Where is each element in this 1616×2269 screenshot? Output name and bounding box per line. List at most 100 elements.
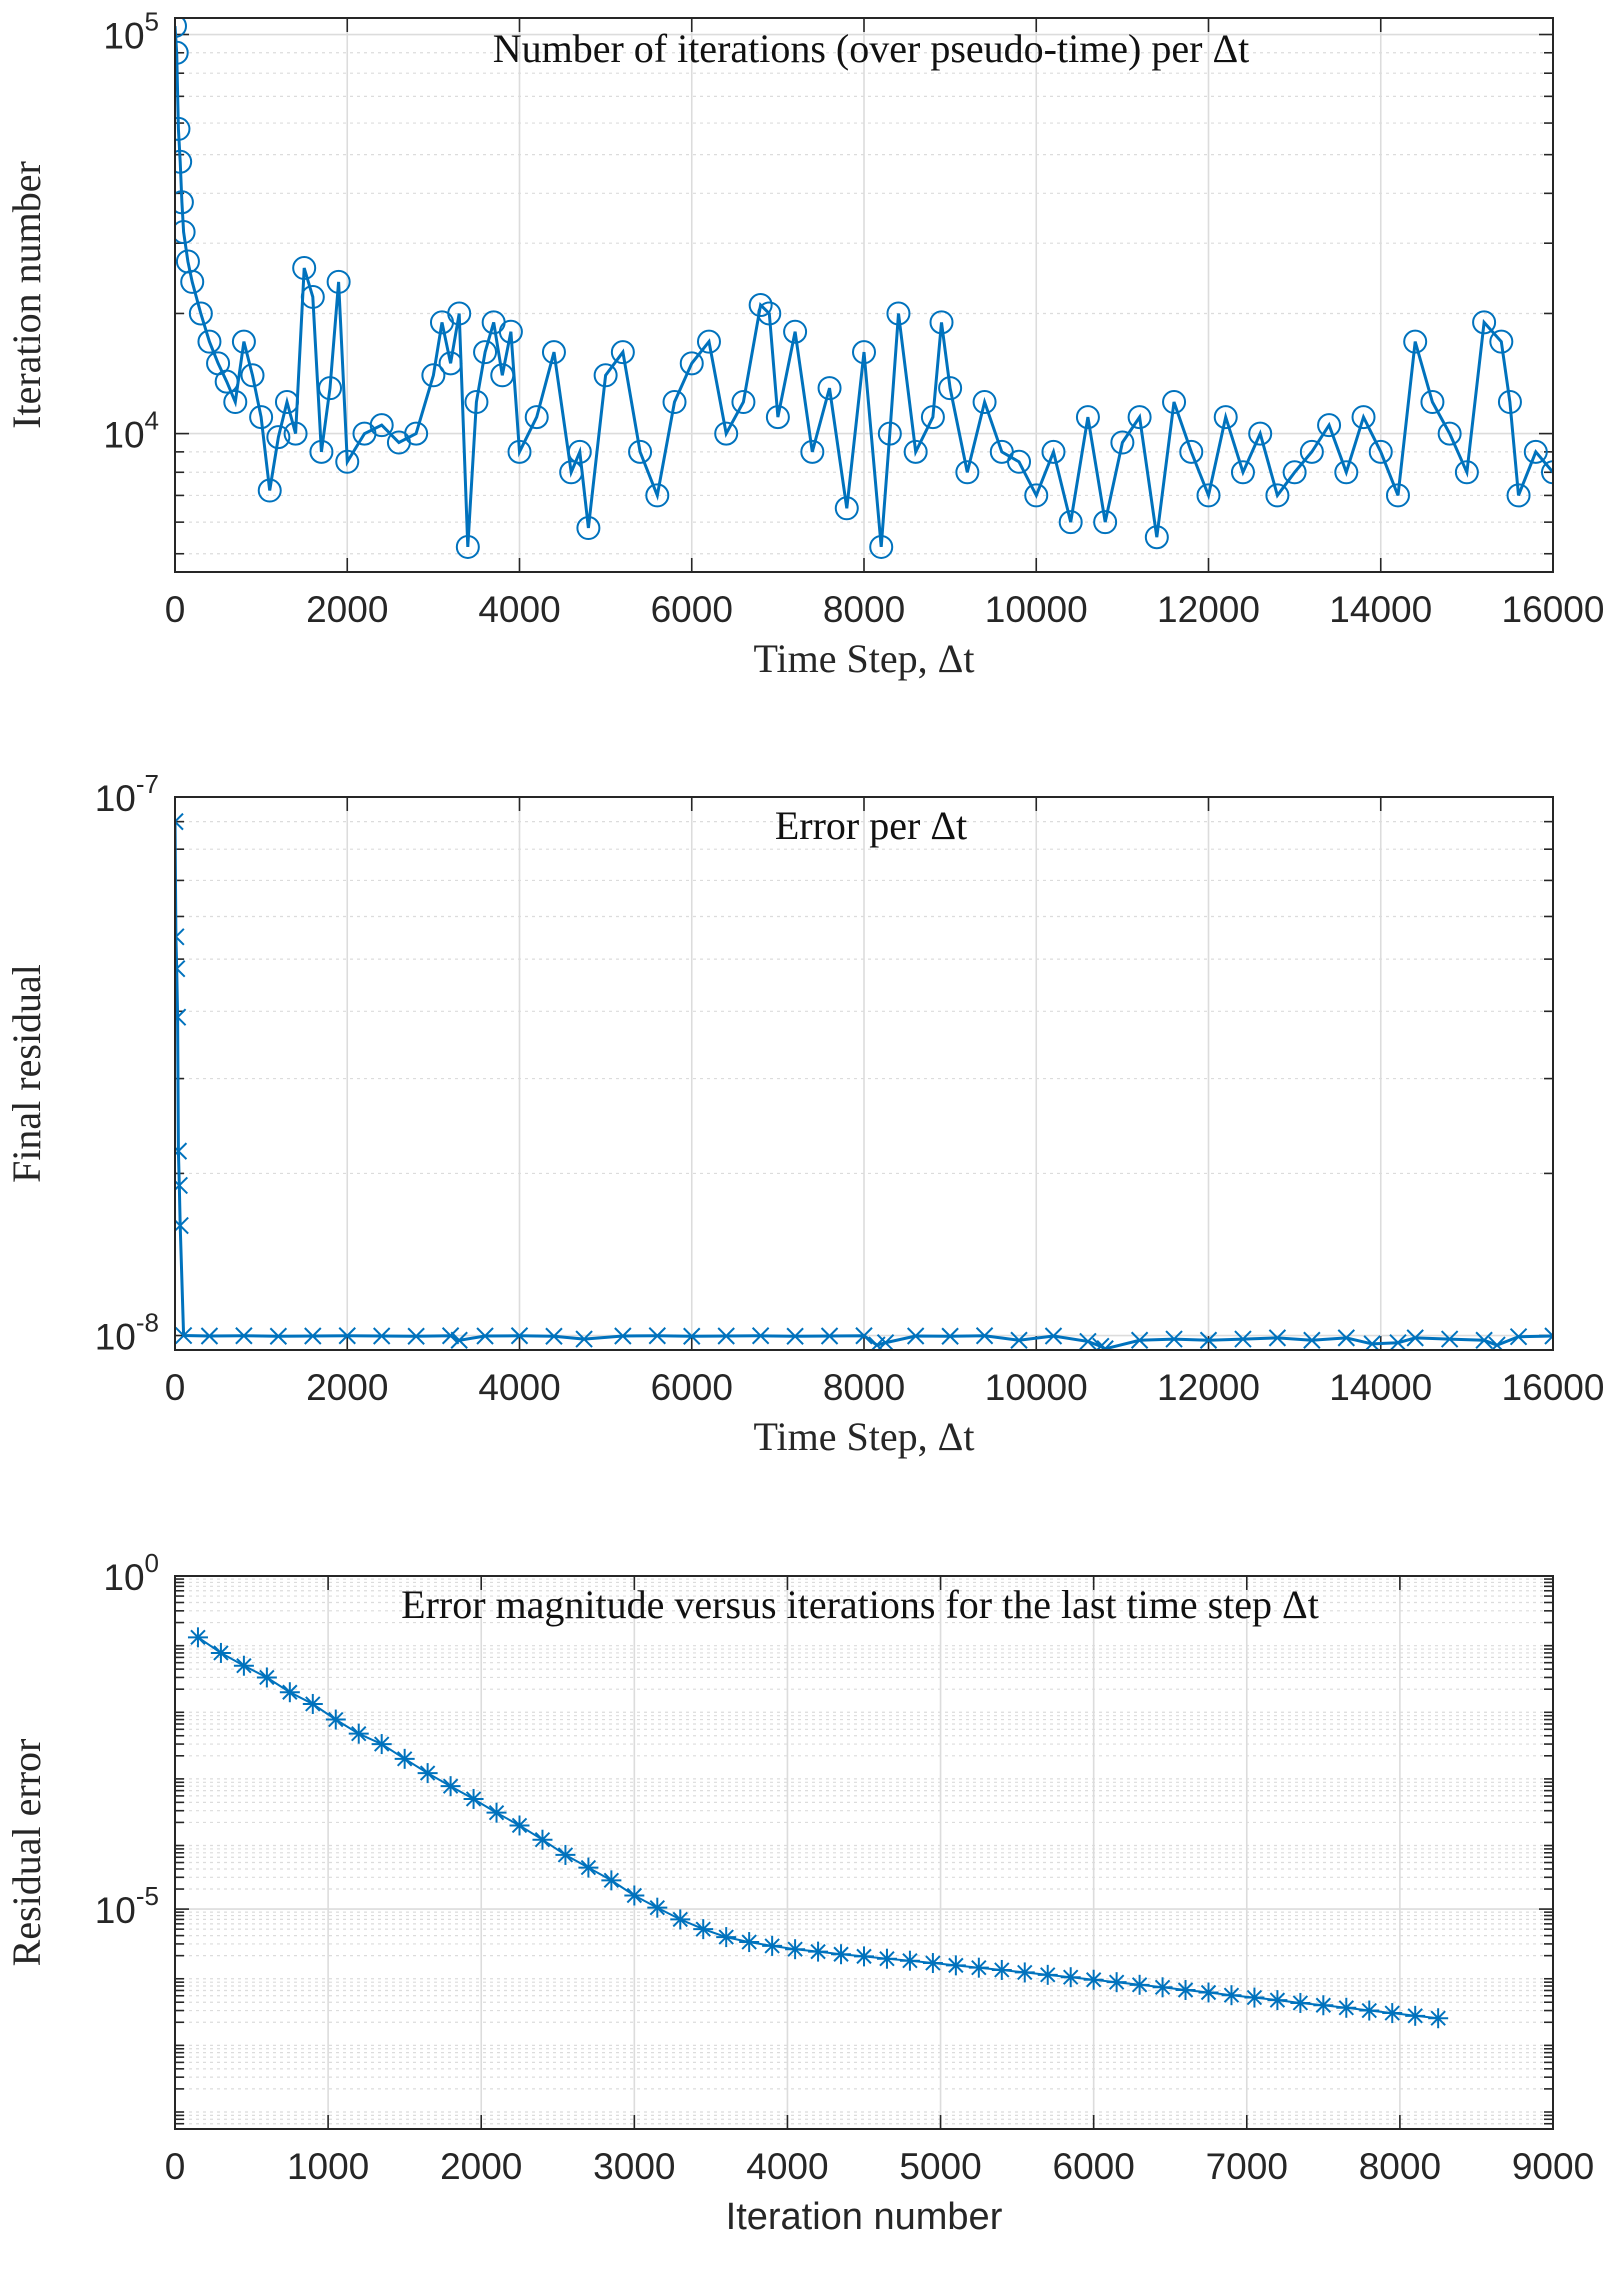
y-axis-label: Final residual xyxy=(4,964,49,1183)
circle-marker xyxy=(869,534,894,559)
x-marker xyxy=(235,1327,253,1345)
circle-marker xyxy=(455,534,480,559)
asterisk-marker xyxy=(1037,1964,1058,1985)
x-marker xyxy=(1389,1333,1407,1350)
circle-marker xyxy=(628,439,653,464)
x-tick-label: 16000 xyxy=(1502,1367,1605,1408)
asterisk-stroke xyxy=(994,1962,1010,1978)
asterisk-stroke xyxy=(1361,2002,1377,2019)
asterisk-marker xyxy=(348,1723,369,1744)
asterisk-marker xyxy=(1359,2000,1380,2021)
asterisk-marker xyxy=(601,1870,622,1891)
x-tick-label: 0 xyxy=(165,589,186,630)
x-marker-stroke xyxy=(175,812,184,824)
y-tick-base: 10 xyxy=(103,415,144,456)
x-marker xyxy=(1509,1327,1528,1346)
x-marker xyxy=(1234,1330,1252,1348)
y-tick-base: 10 xyxy=(95,1317,136,1358)
asterisk-marker xyxy=(693,1919,714,1940)
x-marker xyxy=(1044,1327,1063,1345)
y-tick-base: 10 xyxy=(103,16,144,57)
asterisk-stroke xyxy=(511,1817,528,1834)
asterisk-stroke xyxy=(282,1684,298,1700)
asterisk-stroke xyxy=(1223,1987,1240,2003)
circle-marker xyxy=(1351,405,1376,430)
asterisk-marker xyxy=(624,1885,645,1906)
circle-marker xyxy=(877,421,902,446)
asterisk-marker xyxy=(279,1682,300,1703)
x-tick-label: 12000 xyxy=(1157,589,1260,630)
x-tick-label: 10000 xyxy=(985,1367,1088,1408)
circle-marker xyxy=(1472,310,1497,335)
x-marker-stroke xyxy=(1544,1327,1553,1338)
circle-marker xyxy=(464,390,489,415)
circle-marker xyxy=(593,363,618,388)
y-tick-exponent: -7 xyxy=(136,769,159,799)
y-axis-label: Iteration number xyxy=(4,161,49,429)
y-tick-exponent: 5 xyxy=(145,7,159,37)
x-tick-label: 2000 xyxy=(440,2146,522,2187)
circle-marker xyxy=(1541,460,1553,485)
asterisk-marker xyxy=(1428,2008,1449,2029)
asterisk-marker xyxy=(899,1950,920,1971)
asterisk-stroke xyxy=(396,1751,413,1767)
x-marker-stroke xyxy=(1490,1336,1506,1350)
x-axis-label: Time Step, Δt xyxy=(754,636,975,681)
axes-frame xyxy=(174,1575,1554,2130)
x-marker-stroke xyxy=(1102,1340,1114,1350)
circle-marker xyxy=(541,340,566,365)
asterisk-marker xyxy=(991,1959,1012,1980)
x-axis-label: Time Step, Δt xyxy=(754,1414,975,1459)
circle-marker xyxy=(473,340,498,365)
y-tick-label: 105 xyxy=(103,7,159,57)
circle-marker xyxy=(326,269,351,294)
circle-marker xyxy=(175,18,187,39)
circle-marker xyxy=(1437,421,1462,446)
asterisk-marker xyxy=(1405,2005,1426,2026)
asterisk-stroke xyxy=(649,1899,666,1916)
asterisk-marker xyxy=(1014,1962,1035,1983)
asterisk-marker xyxy=(210,1642,231,1663)
x-tick-label: 4000 xyxy=(746,2146,828,2187)
circle-marker xyxy=(447,301,472,326)
x-marker-stroke xyxy=(820,1327,839,1345)
x-tick-label: 9000 xyxy=(1512,2146,1594,2187)
x-marker xyxy=(1337,1329,1356,1347)
asterisk-stroke xyxy=(787,1941,803,1957)
circle-marker xyxy=(696,329,721,354)
circle-marker xyxy=(1093,510,1118,535)
asterisk-marker xyxy=(670,1909,691,1930)
x-marker-stroke xyxy=(575,1330,593,1348)
asterisk-marker xyxy=(394,1748,415,1769)
y-tick-label: 100 xyxy=(103,1548,159,1598)
x-tick-label: 4000 xyxy=(478,1367,560,1408)
asterisk-stroke xyxy=(810,1943,826,1960)
x-marker-stroke xyxy=(941,1327,959,1345)
x-marker xyxy=(1544,1327,1553,1345)
x-tick-label: 8000 xyxy=(823,589,905,630)
circle-marker xyxy=(292,255,317,280)
asterisk-marker xyxy=(1175,1980,1196,2001)
asterisk-marker xyxy=(945,1955,966,1976)
x-marker-stroke xyxy=(1509,1327,1528,1346)
circle-marker xyxy=(757,301,782,326)
asterisk-stroke xyxy=(190,1629,206,1646)
circle-marker xyxy=(1127,405,1152,430)
x-marker-stroke xyxy=(200,1327,219,1345)
circle-marker xyxy=(335,449,360,474)
circle-marker xyxy=(1368,439,1393,464)
x-tick-label: 6000 xyxy=(651,1367,733,1408)
asterisk-stroke xyxy=(465,1791,482,1807)
x-marker xyxy=(648,1327,667,1345)
circle-marker xyxy=(1523,439,1548,464)
x-marker xyxy=(820,1327,839,1345)
circle-marker xyxy=(507,439,532,464)
circle-marker xyxy=(1024,483,1049,508)
asterisk-stroke xyxy=(856,1948,872,1965)
asterisk-marker xyxy=(509,1815,530,1836)
asterisk-marker xyxy=(1267,1990,1288,2011)
asterisk-stroke xyxy=(925,1955,941,1971)
circle-marker xyxy=(266,425,291,450)
circle-marker xyxy=(404,421,429,446)
